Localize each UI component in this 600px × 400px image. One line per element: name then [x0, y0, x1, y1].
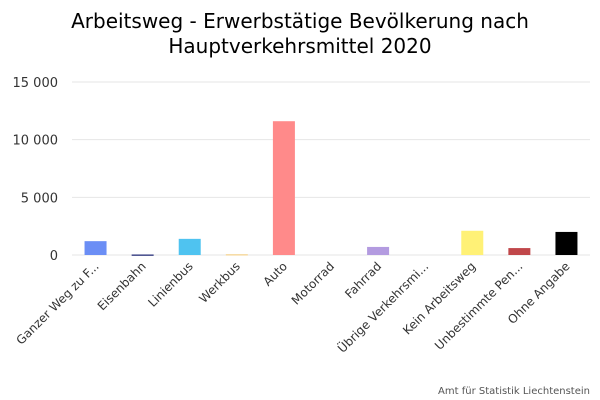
x-category-label: Linienbus — [145, 259, 196, 310]
bar — [131, 254, 154, 256]
y-gridlines — [72, 81, 590, 256]
x-category-label: Auto — [260, 259, 290, 289]
bar — [367, 246, 390, 255]
bar — [272, 121, 295, 255]
bar — [461, 230, 484, 255]
y-axis-ticks: 0 5 000 10 000 15 000 — [13, 76, 59, 264]
bar — [508, 248, 531, 255]
source-note: Amt für Statistik Liechtenstein — [438, 386, 590, 397]
bar — [84, 241, 107, 255]
bar — [225, 254, 248, 256]
y-tick-label: 10 000 — [13, 134, 59, 149]
x-category-label: Unbestimmte Pen... — [432, 259, 525, 352]
y-tick-label: 5 000 — [21, 191, 58, 206]
chart-title-line-2: Hauptverkehrsmittel 2020 — [168, 34, 431, 58]
chart-title: Arbeitsweg - Erwerbstätige Bevölkerung n… — [71, 9, 529, 58]
x-category-label: Übrige Verkehrsmi... — [334, 258, 432, 356]
x-category-label: Fahrrad — [342, 259, 384, 301]
chart-title-line-1: Arbeitsweg - Erwerbstätige Bevölkerung n… — [71, 9, 529, 33]
bars — [84, 121, 578, 256]
x-category-label: Werkbus — [196, 259, 243, 306]
y-tick-label: 0 — [50, 249, 58, 264]
x-category-label: Motorrad — [289, 259, 337, 307]
bar — [178, 238, 201, 255]
bar — [555, 231, 578, 255]
y-tick-label: 15 000 — [13, 76, 59, 91]
x-category-label: Ganzer Weg zu F... — [13, 259, 101, 347]
x-category-label: Eisenbahn — [95, 259, 149, 313]
